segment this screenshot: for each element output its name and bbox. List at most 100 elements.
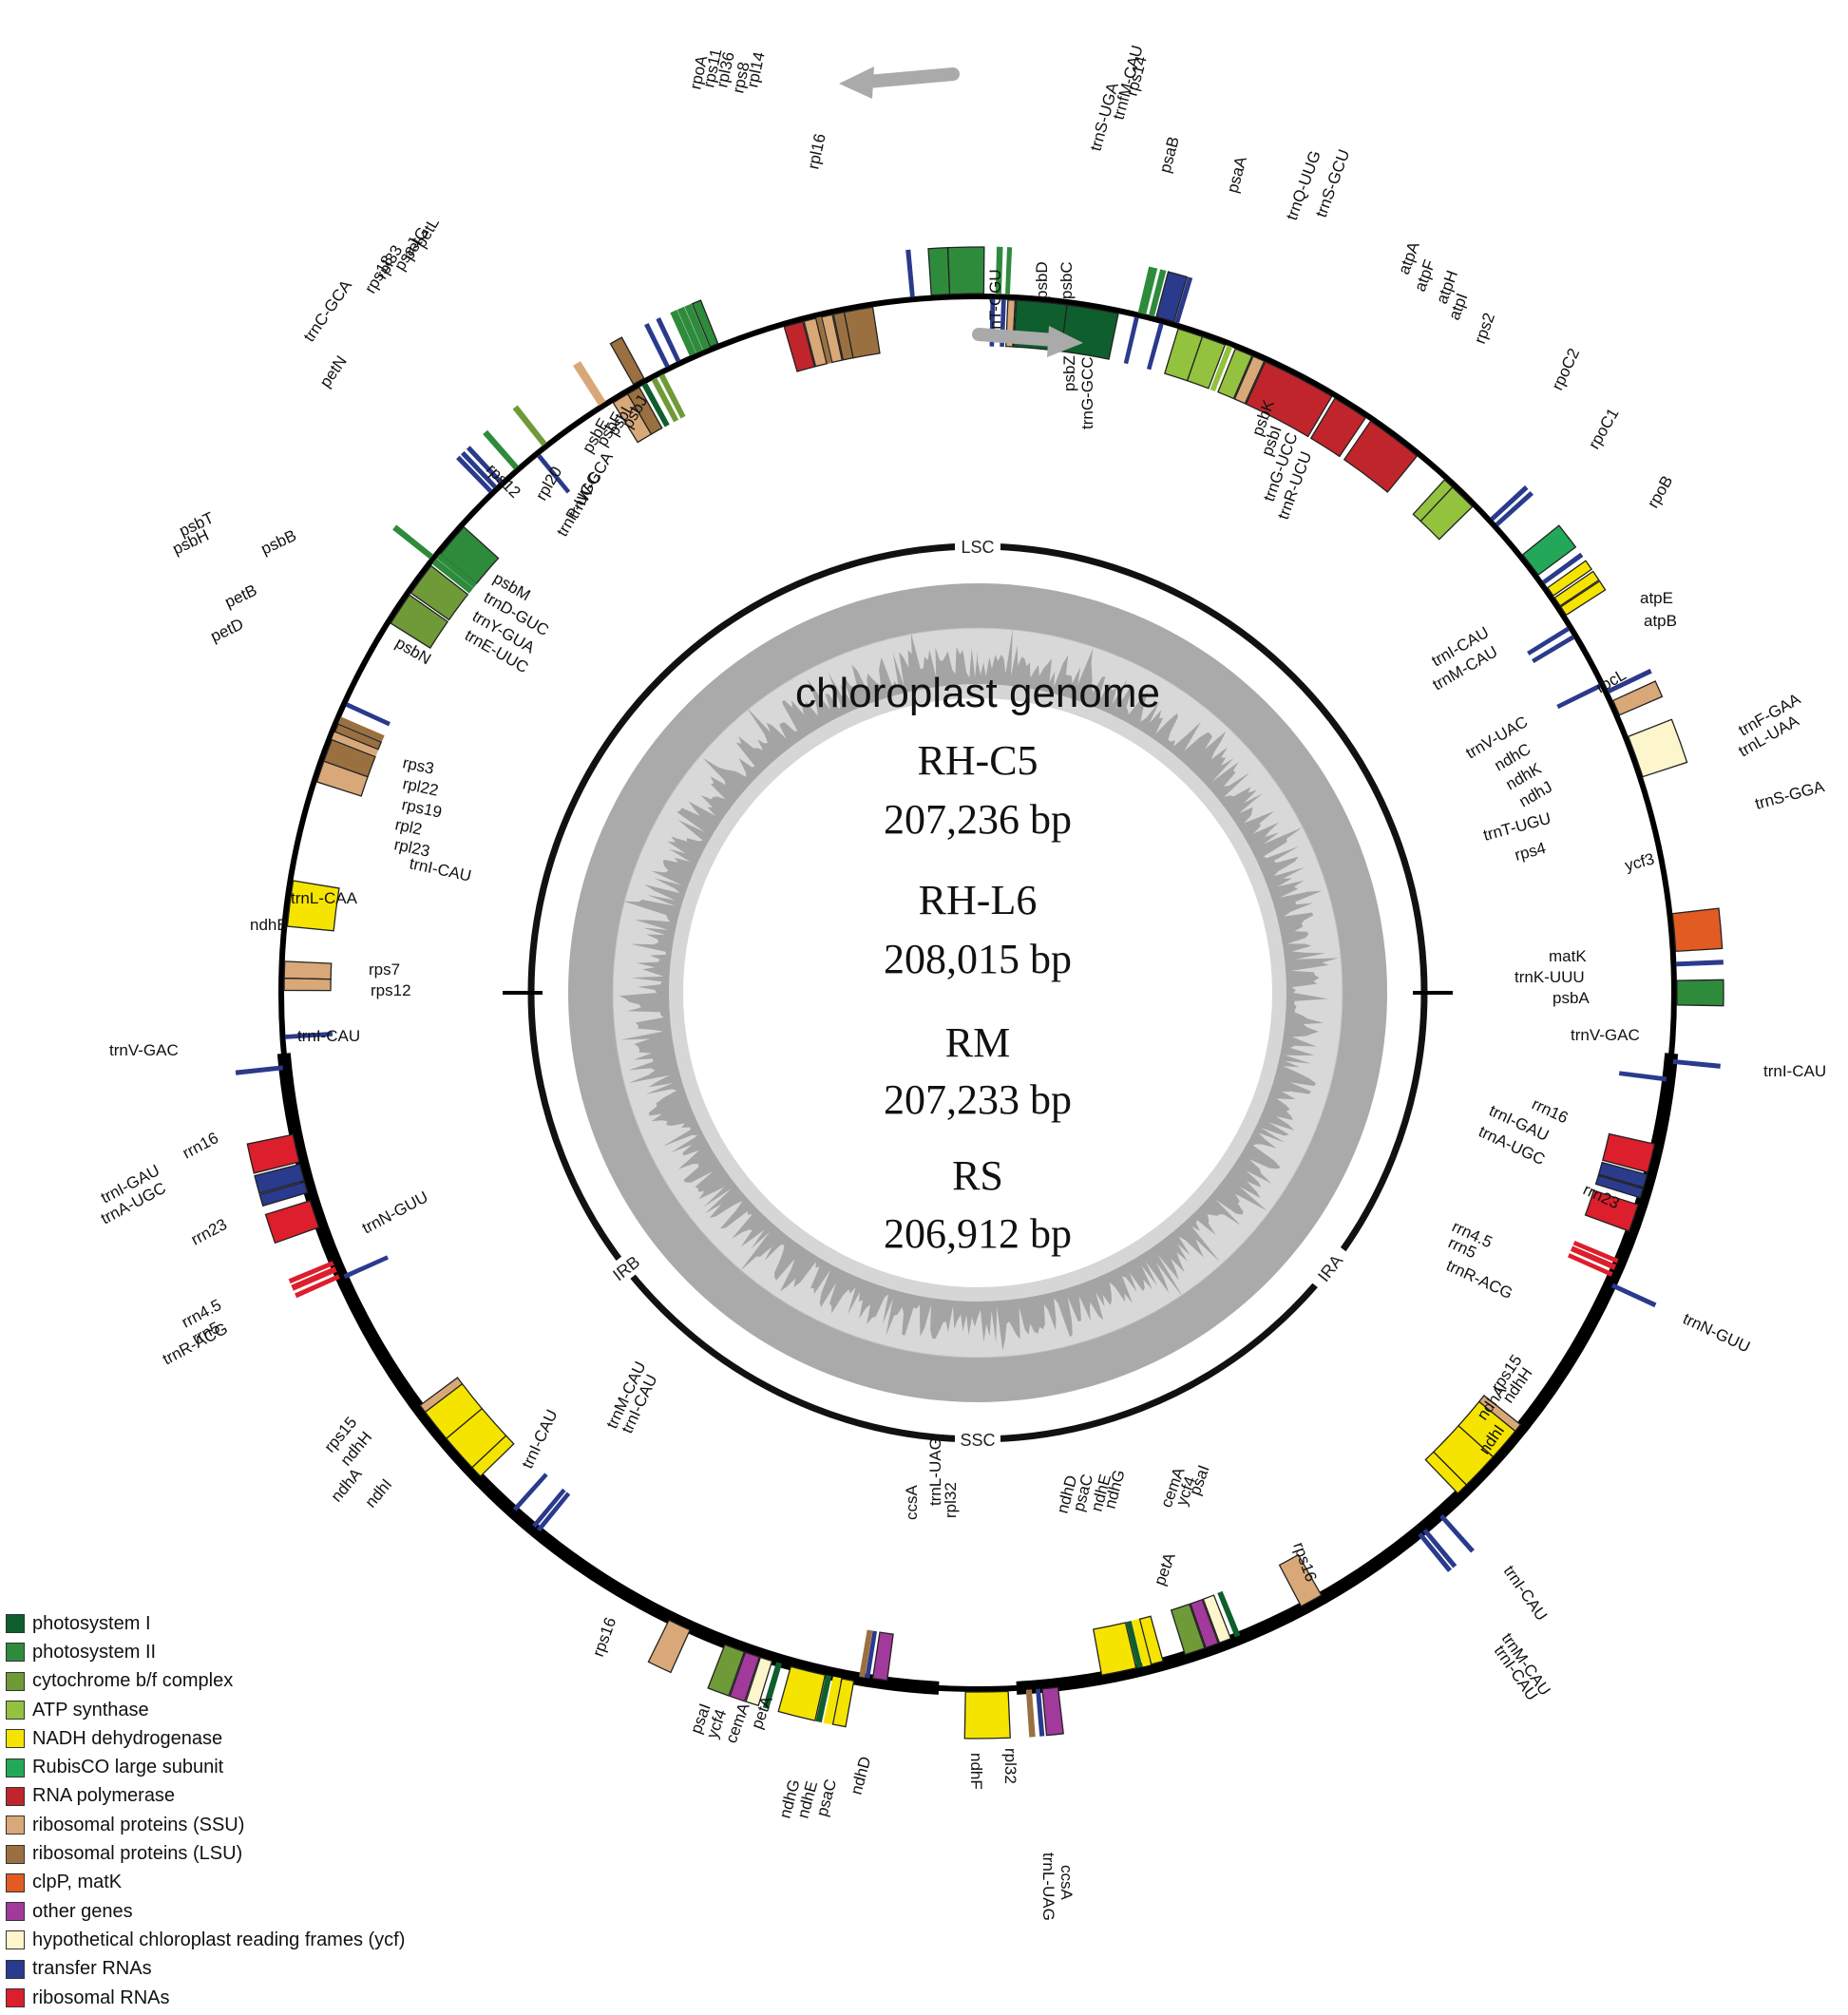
gene-label: rps16 xyxy=(589,1615,619,1659)
gene-label: ccsA xyxy=(1057,1865,1076,1901)
gene-rps12 xyxy=(283,978,332,992)
gene-label: ndhB xyxy=(250,916,288,934)
gene-trnI-GAU xyxy=(1597,1161,1648,1188)
gene-trnI-CAU xyxy=(345,702,391,727)
sample-size-1: 207,236 bp xyxy=(884,796,1072,843)
gene-label: rpl14 xyxy=(743,50,768,89)
gene-trnL-UAG xyxy=(865,1630,878,1679)
irb-thick-arc xyxy=(276,1053,940,1695)
gene-trnD-GUC xyxy=(466,446,503,485)
gene-rrn23 xyxy=(1584,1189,1639,1232)
legend-label: ATP synthase xyxy=(32,1699,149,1720)
gene-trnS-GGA xyxy=(1556,683,1602,710)
legend-item: hypothetical chloroplast reading frames … xyxy=(6,1926,405,1954)
gene-ndhI xyxy=(470,1435,515,1477)
gene-label: trnK-UUU xyxy=(1515,968,1585,986)
gene-label: trnL-UAG xyxy=(1039,1853,1057,1921)
gene-psbK xyxy=(1137,266,1158,315)
gene-trnN-GUU xyxy=(343,1255,389,1280)
legend-swatch xyxy=(6,1815,25,1835)
gene-label: trnW-CCA xyxy=(564,448,617,522)
region-label-bg xyxy=(600,1245,651,1291)
gene-ndhG xyxy=(1138,1615,1164,1665)
legend-item: NADH dehydrogenase xyxy=(6,1724,405,1753)
gene-label: trnS-GGA xyxy=(1753,777,1827,813)
legend-item: ribosomal proteins (SSU) xyxy=(6,1811,405,1839)
gene-label: atpB xyxy=(1644,612,1677,630)
gene-label: rpl32 xyxy=(942,1482,960,1518)
gene-trnT-GGU xyxy=(905,249,915,297)
arrow-cw-head xyxy=(1047,326,1083,357)
arrow-cw xyxy=(972,328,1061,347)
gene-label: psbB xyxy=(258,526,299,559)
gene-rpl23 xyxy=(337,716,385,742)
gene-trnA-UGC xyxy=(1594,1174,1645,1199)
gene-ndhD xyxy=(777,1665,827,1721)
gene-trnI-CAU xyxy=(1439,1513,1475,1553)
legend-item: RNA polymerase xyxy=(6,1782,405,1811)
gene-rrn5 xyxy=(291,1266,337,1291)
gene-rpoB xyxy=(1343,420,1419,493)
gene-ccsA xyxy=(871,1631,894,1682)
gene-ndhA xyxy=(1432,1424,1495,1486)
gene-trnR-ACG xyxy=(295,1274,340,1299)
gene-rps2 xyxy=(1233,355,1266,405)
gene-label: psaB xyxy=(1156,135,1183,175)
gene-label: ycf3 xyxy=(1623,849,1656,874)
gene-psbJ xyxy=(670,310,696,356)
gene-trnI-CAU xyxy=(1618,1071,1667,1082)
region-SSC: SSC xyxy=(955,1428,1000,1451)
legend-swatch xyxy=(6,1872,25,1892)
legend-item: cytochrome b/f complex xyxy=(6,1667,405,1696)
gene-trnI-CAU xyxy=(536,1492,571,1532)
legend-label: RNA polymerase xyxy=(32,1785,176,1807)
gene-label: trnL-CAA xyxy=(291,889,358,907)
gene-psbD xyxy=(927,246,951,296)
gene-psbM xyxy=(483,429,519,470)
gene-trnK-UUU xyxy=(1675,960,1724,967)
gene-label: trnV-GAC xyxy=(109,1041,179,1059)
gene-rpoC1 xyxy=(1309,397,1367,458)
legend-label: ribosomal proteins (LSU) xyxy=(32,1843,243,1865)
gene-label: trnC-GCA xyxy=(300,276,356,346)
gene-petD xyxy=(390,594,449,650)
gene-label: trnN-GUU xyxy=(359,1188,431,1237)
gene-label: trnI-CAU xyxy=(297,1027,360,1045)
sample-name-3: RM xyxy=(945,1019,1010,1066)
gene-rps4 xyxy=(1611,680,1664,716)
gene-rpoC2 xyxy=(1245,360,1333,438)
legend-swatch xyxy=(6,1614,25,1634)
gene-trnM-CAU xyxy=(532,1488,566,1529)
gene-trnE-UUC xyxy=(456,455,493,493)
gene-label: trnI-CAU xyxy=(1500,1562,1551,1624)
direction-arrows xyxy=(839,67,1083,357)
gene-rbcL xyxy=(1521,524,1577,577)
gene-trnQ-UUG xyxy=(1123,316,1139,365)
gene-ndhE xyxy=(823,1676,842,1725)
gene-trnY-GUA xyxy=(460,450,498,489)
gene-psaI xyxy=(762,1662,783,1710)
gene-label: ndhF xyxy=(967,1753,985,1790)
gene-psaC xyxy=(1126,1621,1143,1669)
legend-swatch xyxy=(6,1701,25,1720)
legend-swatch xyxy=(6,1671,25,1691)
gene-ndhH xyxy=(424,1382,484,1440)
gene-psbB xyxy=(439,525,500,585)
gc-content-ring xyxy=(527,542,1428,1443)
gene-label: psaA xyxy=(1224,154,1251,195)
gene-label: petD xyxy=(208,615,247,645)
gene-label: rrn16 xyxy=(180,1129,221,1162)
gene-trnR-UCU xyxy=(1174,276,1193,324)
gene-trnP-UGG xyxy=(644,322,670,368)
gene-trnV-GAC xyxy=(1672,1058,1721,1069)
gene-rps15 xyxy=(1477,1395,1522,1433)
gene-label: trnI-CAU xyxy=(1763,1062,1826,1080)
gene-trnI-CAU xyxy=(512,1473,548,1511)
gene-trnS-GCU xyxy=(1146,322,1164,371)
gene-ndhK xyxy=(1553,570,1600,607)
genome-title: chloroplast genome xyxy=(795,670,1160,716)
gene-rps7 xyxy=(283,960,333,980)
legend-item: photosystem I xyxy=(6,1609,405,1638)
region-label: LSC xyxy=(961,538,994,557)
